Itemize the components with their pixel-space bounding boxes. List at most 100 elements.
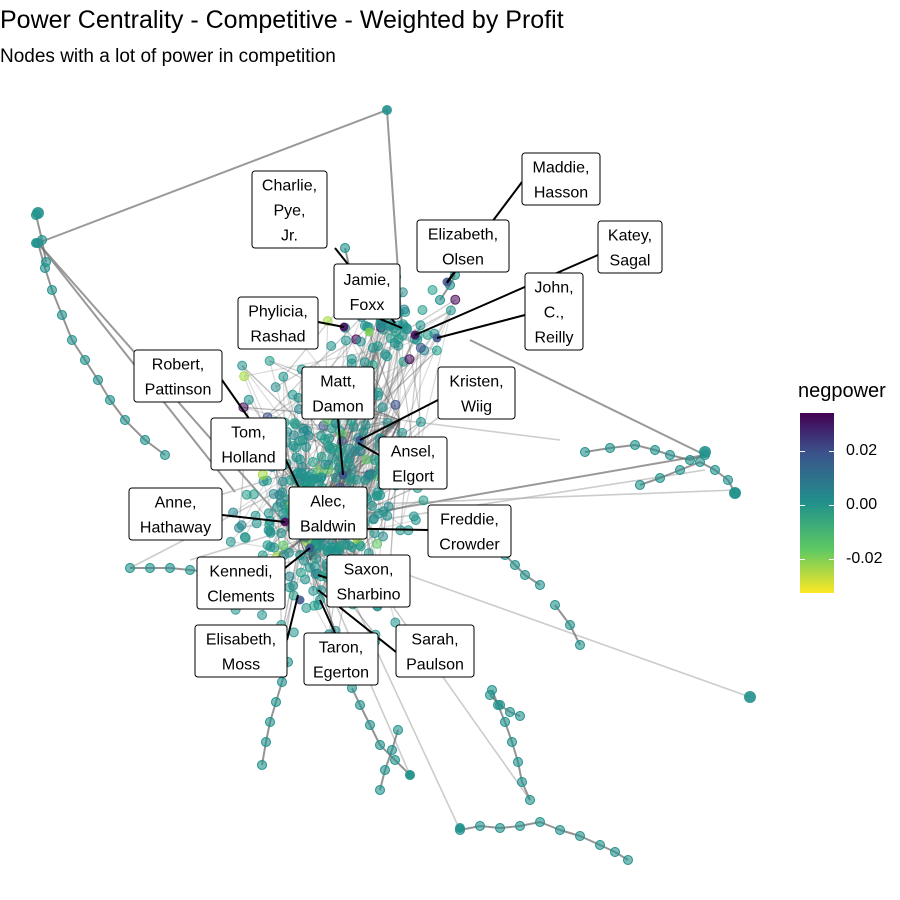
graph-node [435, 295, 445, 305]
graph-node [360, 420, 371, 431]
node-label-freddie-crowder: Freddie, [440, 512, 499, 529]
node-label-anne-hathaway: Anne, [155, 495, 197, 512]
graph-node [316, 472, 327, 483]
label-leader-line [221, 379, 251, 421]
graph-node [271, 697, 281, 707]
node-label-john-c-reilly: John, [534, 280, 573, 297]
node-label-box-john-c-reilly [524, 272, 584, 351]
graph-node [630, 440, 640, 450]
node-label-box-kennedi-clements [196, 556, 286, 610]
graph-node [377, 402, 388, 413]
graph-node [278, 540, 289, 551]
node-label-sarah-paulson: Paulson [406, 657, 464, 674]
node-label-john-c-reilly: C., [544, 305, 564, 322]
graph-node [455, 823, 465, 833]
graph-edge [275, 338, 357, 388]
node-label-box-anne-hathaway [128, 487, 223, 541]
graph-node [346, 464, 357, 475]
node-label-phylicia-rashad: Rashad [250, 329, 305, 346]
node-label-tom-holland: Holland [221, 450, 275, 467]
graph-node [372, 387, 383, 398]
graph-edge [399, 419, 561, 441]
node-label-elisabeth-moss: Elisabeth, [206, 632, 276, 649]
graph-node [565, 620, 575, 630]
graph-node [723, 475, 733, 485]
graph-node [415, 416, 426, 427]
graph-edge [406, 329, 422, 423]
graph-node [261, 737, 271, 747]
graph-node [277, 677, 287, 687]
node-label-alec-baldwin: Alec, [310, 494, 346, 511]
legend-tick-mark [829, 505, 834, 506]
graph-edge [349, 489, 736, 506]
graph-node [390, 755, 400, 765]
graph-node [364, 327, 374, 337]
graph-node [595, 840, 605, 850]
node-label-box-katey-sagal [597, 220, 663, 274]
plot-subtitle: Nodes with a lot of power in competition [0, 46, 336, 67]
graph-node [415, 342, 426, 353]
graph-node [145, 563, 155, 573]
node-label-box-charlie-pye-jr [251, 170, 328, 249]
graph-node [257, 469, 268, 480]
legend-tick-label: 0.02 [846, 442, 878, 459]
graph-node [744, 691, 756, 703]
graph-node [375, 785, 385, 795]
graph-node [120, 415, 130, 425]
graph-node [316, 451, 327, 462]
graph-node [655, 473, 665, 483]
node-label-box-ansel-elgort [378, 436, 448, 490]
graph-node [695, 457, 705, 467]
graph-node [485, 690, 495, 700]
node-label-box-taron-egerton [303, 632, 379, 686]
label-leader-line [414, 254, 599, 336]
graph-node [320, 459, 331, 470]
graph-node [665, 450, 675, 460]
graph-node [257, 610, 268, 621]
node-label-ansel-elgort: Elgort [392, 469, 434, 486]
graph-node [729, 487, 741, 499]
graph-edge [469, 339, 706, 456]
node-label-elizabeth-olsen: Elizabeth, [428, 227, 498, 244]
graph-edge [395, 331, 415, 455]
graph-edge [381, 310, 452, 440]
label-leader-line [379, 318, 403, 329]
graph-node [575, 831, 585, 841]
graph-node [340, 335, 351, 346]
node-label-matt-damon: Damon [312, 399, 364, 416]
graph-node [380, 349, 391, 360]
graph-node [515, 711, 525, 721]
graph-node [650, 445, 660, 455]
node-label-phylicia-rashad: Phylicia, [248, 304, 308, 321]
graph-node [406, 771, 414, 779]
node-label-anne-hathaway: Hathaway [140, 520, 211, 537]
graph-node [635, 480, 645, 490]
legend-title: negpower [798, 380, 886, 402]
graph-node [517, 777, 527, 787]
node-label-matt-damon: Matt, [320, 374, 356, 391]
graph-node [550, 600, 560, 610]
node-label-box-sarah-paulson [395, 624, 475, 678]
label-leader-line [284, 547, 311, 569]
graph-node [320, 434, 331, 445]
graph-edge [395, 331, 401, 449]
graph-node [355, 700, 365, 710]
graph-node [365, 720, 375, 730]
graph-node [415, 320, 426, 331]
graph-edge [399, 325, 422, 531]
graph-edge [37, 109, 388, 244]
graph-node [47, 285, 57, 295]
graph-node [410, 515, 421, 526]
graph-edge [324, 326, 368, 373]
node-label-taron-egerton: Taron, [319, 640, 363, 657]
graph-node [500, 717, 510, 727]
graph-node [344, 540, 355, 551]
graph-node [390, 399, 401, 410]
graph-node [344, 443, 355, 454]
label-leader-line [337, 418, 344, 476]
node-label-kennedi-clements: Clements [207, 589, 275, 606]
node-label-tom-holland: Tom, [231, 425, 266, 442]
label-leader-line [285, 459, 301, 491]
graph-node [605, 443, 615, 453]
graph-node [264, 355, 275, 366]
